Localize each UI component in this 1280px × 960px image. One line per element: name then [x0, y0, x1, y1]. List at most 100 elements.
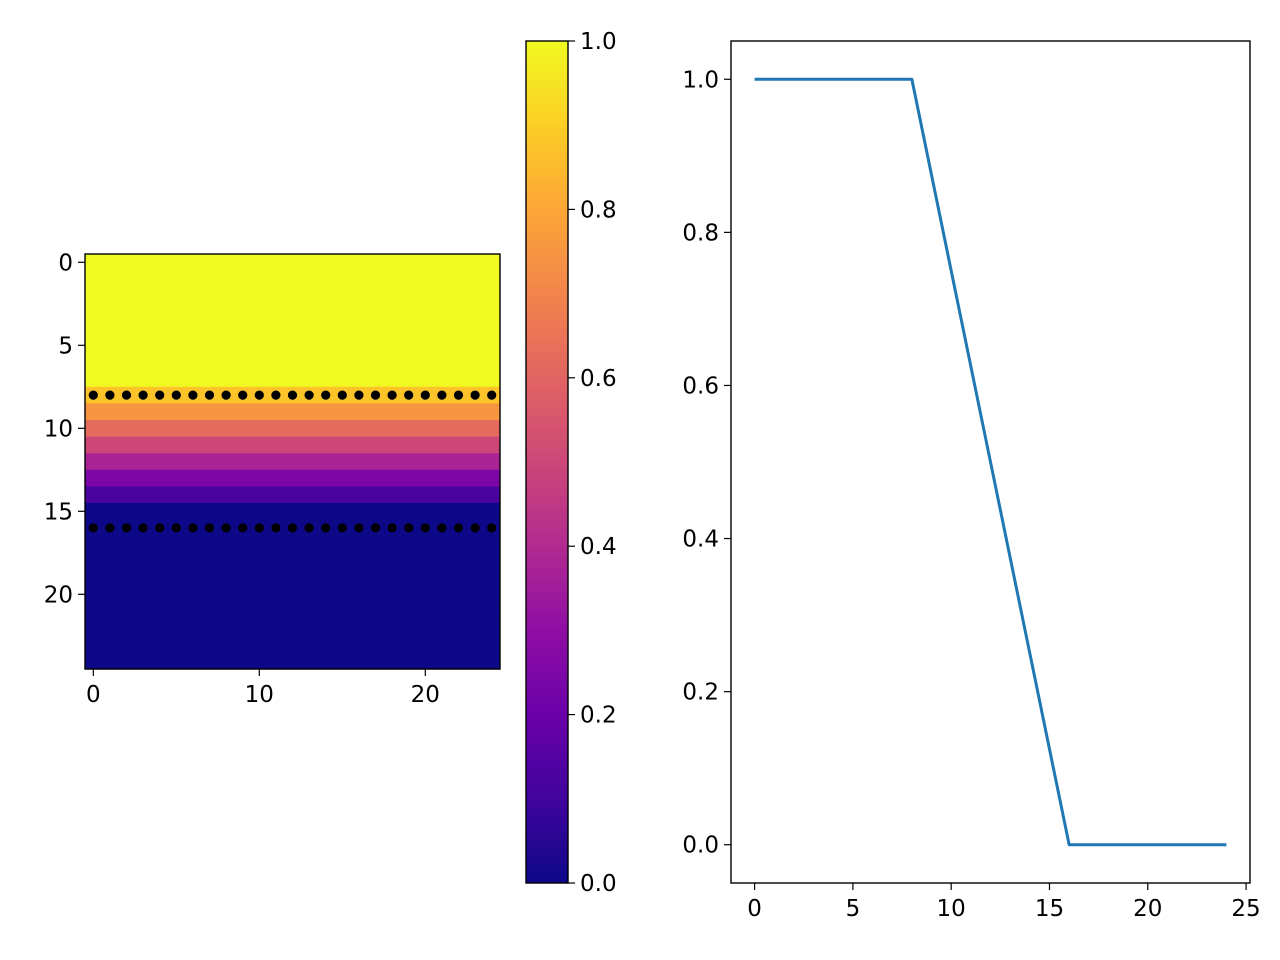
marker-point: [271, 390, 281, 400]
marker-point: [155, 523, 165, 533]
marker-point: [404, 523, 414, 533]
y-tick-label: 5: [58, 333, 73, 359]
marker-point: [121, 390, 132, 400]
marker-point: [105, 390, 115, 400]
marker-point: [437, 390, 447, 400]
heatmap-row: [85, 503, 500, 521]
x-tick-label: 0: [747, 896, 762, 922]
marker-point: [453, 390, 464, 400]
heatmap-row: [85, 320, 500, 338]
marker-point: [254, 523, 264, 533]
marker-point: [188, 523, 198, 533]
marker-point: [387, 390, 397, 400]
marker-point: [337, 523, 347, 533]
marker-point: [221, 523, 231, 533]
heatmap-row: [85, 469, 500, 487]
marker-point: [404, 390, 414, 400]
x-tick-label: 10: [937, 896, 966, 922]
marker-point: [254, 390, 264, 400]
x-tick-label: 5: [846, 896, 861, 922]
marker-point: [370, 523, 381, 533]
marker-point: [487, 523, 497, 533]
marker-point: [321, 390, 331, 400]
colorbar-tick-label: 0.6: [580, 366, 617, 392]
heatmap-row: [85, 353, 500, 371]
x-tick-label: 25: [1231, 896, 1260, 922]
heatmap-row: [85, 652, 500, 670]
heatmap-panel: 0 10 20 0 5 10 15 20: [44, 250, 501, 708]
y-tick-label: 0.2: [682, 680, 719, 706]
marker-point: [221, 390, 231, 400]
marker-point: [304, 390, 314, 400]
marker-point: [420, 523, 430, 533]
y-tick-label: 0.4: [682, 527, 719, 553]
x-tick-label: 20: [1133, 896, 1162, 922]
marker-point: [105, 523, 115, 533]
y-tick-label: 0: [58, 250, 73, 276]
heatmap-row: [85, 536, 500, 554]
colorbar-scale: [525, 40, 569, 884]
marker-point: [88, 523, 98, 533]
x-tick-label: 10: [245, 682, 274, 708]
marker-point: [420, 390, 430, 400]
heatmap-frame: [84, 253, 501, 670]
heatmap-row: [85, 287, 500, 305]
heatmap-row: [85, 370, 500, 388]
heatmap-row: [85, 552, 500, 570]
x-tick-label: 0: [86, 682, 101, 708]
marker-point: [204, 390, 215, 400]
heatmap-row: [85, 453, 500, 471]
marker-point: [88, 390, 98, 400]
heatmap-row: [85, 619, 500, 637]
heatmap-row: [85, 436, 500, 454]
marker-point: [138, 390, 148, 400]
heatmap-row: [85, 420, 500, 438]
x-tick-label: 15: [1035, 896, 1064, 922]
marker-point: [453, 523, 464, 533]
y-tick-label: 15: [44, 499, 73, 525]
heatmap-row: [85, 569, 500, 587]
y-tick-label: 1.0: [682, 67, 719, 93]
heatmap-row: [85, 486, 500, 504]
marker-point: [437, 523, 447, 533]
marker-point: [354, 390, 364, 400]
heatmap-row: [85, 403, 500, 421]
colorbar-tick-label: 0.0: [580, 871, 617, 897]
marker-point: [287, 523, 298, 533]
heatmap-row: [85, 586, 500, 604]
series-line: [754, 77, 1227, 847]
marker-point: [188, 390, 198, 400]
colorbar-tick-label: 0.8: [580, 197, 617, 223]
marker-point: [337, 390, 347, 400]
marker-point: [470, 390, 480, 400]
y-tick-label: 0.6: [682, 373, 719, 399]
y-tick-label: 0.8: [682, 220, 719, 246]
x-tick-label: 20: [411, 682, 440, 708]
marker-point: [204, 523, 215, 533]
marker-point: [121, 523, 132, 533]
marker-point: [470, 523, 480, 533]
heatmap-row: [85, 254, 500, 272]
plot-frame: [730, 40, 1251, 884]
marker-point: [171, 390, 181, 400]
y-tick-label: 10: [44, 416, 73, 442]
heatmap-row: [85, 635, 500, 653]
colorbar-tick-label: 0.4: [580, 534, 617, 560]
y-tick-label: 20: [44, 582, 73, 608]
colorbar-tick-label: 0.2: [580, 703, 617, 729]
marker-point: [387, 523, 397, 533]
y-tick-label: 0.0: [682, 833, 719, 859]
marker-point: [238, 523, 248, 533]
heatmap-row: [85, 337, 500, 355]
marker-point: [171, 523, 181, 533]
marker-point: [238, 390, 248, 400]
line-panel: 0 5 10 15 20 25 0.0 0.2 0.4 0.6 0.8 1.0: [682, 40, 1261, 922]
colorbar-tick-label: 1.0: [580, 29, 617, 55]
colorbar-panel: 0.0 0.2 0.4 0.6 0.8 1.0: [525, 29, 617, 897]
marker-point: [487, 390, 497, 400]
marker-point: [271, 523, 281, 533]
marker-point: [155, 390, 165, 400]
marker-point: [287, 390, 298, 400]
heatmap-row: [85, 303, 500, 321]
